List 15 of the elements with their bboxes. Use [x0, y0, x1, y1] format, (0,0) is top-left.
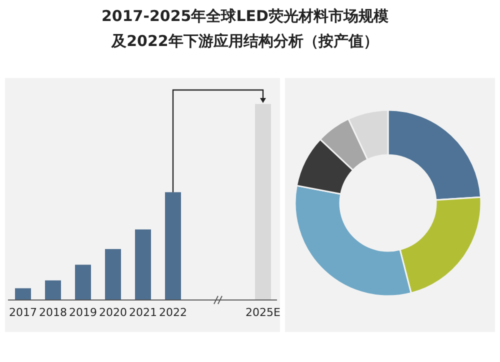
- chart-title: 2017-2025年全球LED荧光材料市场规模及2022年下游应用结构分析（按产值）: [100, 6, 390, 52]
- bar: [45, 280, 61, 300]
- x-tick-label: 2020: [99, 306, 127, 319]
- x-tick-label: 2019: [69, 306, 97, 319]
- bar: [15, 288, 31, 300]
- x-tick-label: 2025E: [246, 306, 281, 319]
- x-tick-label: 2017: [9, 306, 37, 319]
- x-tick-label: 2021: [129, 306, 157, 319]
- bar: [165, 192, 181, 300]
- bar: [255, 104, 271, 300]
- x-tick-label: 2018: [39, 306, 67, 319]
- bar: [105, 249, 121, 300]
- x-tick-label: 2022: [159, 306, 187, 319]
- bar: [135, 229, 151, 300]
- bar: [75, 264, 91, 300]
